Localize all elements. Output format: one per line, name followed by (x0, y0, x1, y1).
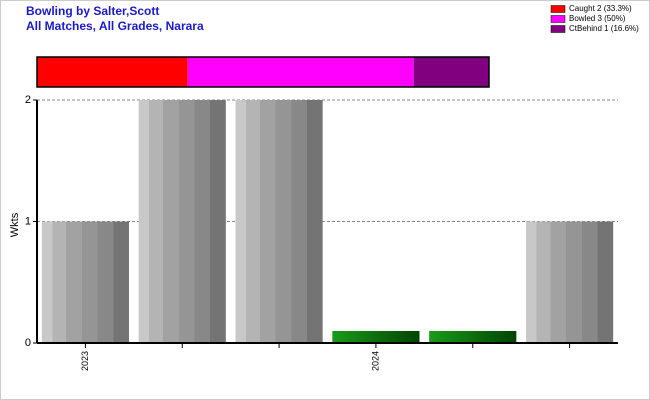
y-axis-label: Wkts (9, 212, 21, 237)
legend-swatch (550, 5, 566, 13)
bar (429, 331, 517, 343)
stacked-frame (36, 56, 490, 88)
x-tick-label: 2024 (370, 351, 380, 371)
legend-label: Caught 2 (33.3%) (569, 4, 632, 13)
y-tick-label: 0 (25, 337, 31, 349)
legend-swatch (550, 15, 566, 23)
y-tick-label: 2 (25, 94, 31, 106)
bar (526, 221, 614, 343)
stacked-segment (413, 57, 489, 87)
bar (138, 100, 226, 343)
legend-label: Bowled 3 (50%) (569, 14, 626, 23)
legend-label: CtBehind 1 (16.6%) (569, 24, 639, 33)
stacked-segment (187, 57, 414, 87)
bar (235, 100, 323, 343)
bar (41, 221, 129, 343)
legend-swatch (550, 25, 566, 33)
stacked-segment (37, 57, 188, 87)
chart-subtitle: All Matches, All Grades, Narara (26, 19, 204, 33)
bar (332, 331, 420, 343)
x-tick-label: 2023 (80, 351, 90, 371)
chart-title: Bowling by Salter,Scott (26, 4, 159, 18)
y-tick-label: 1 (25, 215, 31, 227)
